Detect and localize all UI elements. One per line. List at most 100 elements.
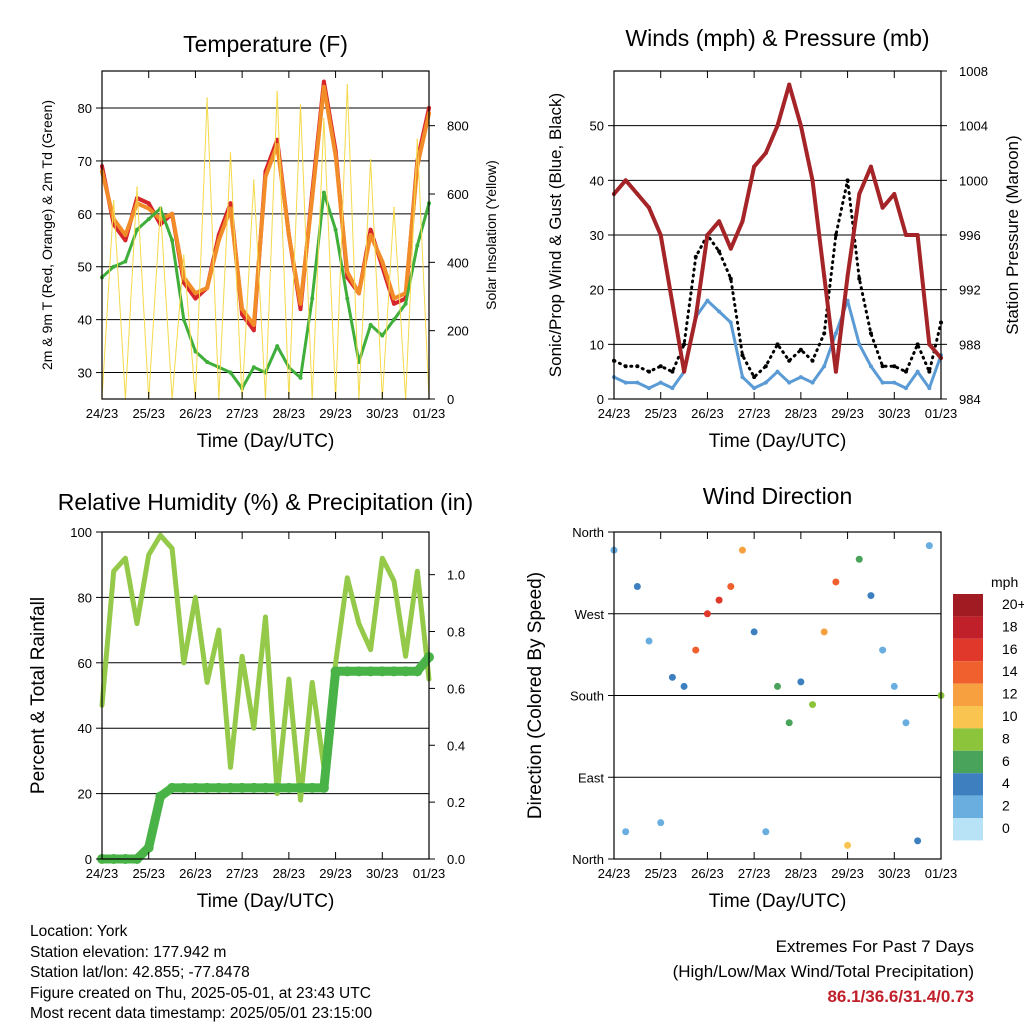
temperature-series-point [321, 84, 326, 89]
temperature-xtick-label: 01/23 [413, 406, 446, 421]
winds-xtick-label: 01/23 [925, 406, 958, 421]
direction-point [914, 837, 922, 845]
humidity-xtick-label: 28/23 [273, 866, 306, 881]
direction-point [925, 542, 933, 550]
humidity-series-point [213, 782, 224, 793]
humidity-xtick-label: 27/23 [226, 866, 259, 881]
winds-series-point [892, 380, 897, 385]
temperature-series-point [298, 307, 303, 312]
winds-series-point [682, 369, 687, 374]
temperature-series-point [298, 301, 303, 306]
winds-series-point [635, 364, 640, 369]
temperature-series-point [158, 217, 163, 222]
direction-point [809, 701, 817, 709]
humidity-series-point [202, 782, 213, 793]
humidity-series-point [330, 666, 341, 677]
humidity-y2tick-label: 0.4 [447, 738, 465, 753]
direction-point [797, 678, 805, 686]
humidity-series-point [216, 628, 221, 633]
humidity-ytick-label: 60 [78, 656, 92, 671]
direction-point [750, 628, 758, 636]
winds-series-point [822, 331, 827, 336]
legend-swatch [953, 795, 983, 818]
humidity-series-point [391, 579, 396, 584]
direction-point [680, 682, 688, 690]
winds-series-point [810, 178, 815, 183]
winds-xtick-label: 29/23 [831, 406, 864, 421]
temperature-series-point [299, 104, 302, 106]
winds-series-point [845, 274, 850, 278]
winds-series-point [740, 219, 745, 224]
direction-ytick-label: North [572, 525, 604, 540]
temperature-ytick-label: 50 [78, 260, 92, 275]
winds-y2tick-label: 1004 [959, 119, 988, 134]
humidity-series-point [283, 782, 294, 793]
temperature-y2tick-label: 600 [447, 187, 469, 202]
winds-series-point [833, 369, 838, 374]
winds-y2tick-label: 984 [959, 392, 981, 407]
temperature-series-point [321, 79, 326, 84]
direction-point [762, 828, 770, 836]
humidity-ytick-label: 100 [70, 525, 92, 540]
winds-series-point [752, 386, 757, 391]
winds-series-point [658, 364, 663, 369]
speed-legend: mph 20+ 18 16 14 12 10 8 6 4 2 0 [953, 574, 1024, 841]
winds-ytick-label: 30 [590, 228, 604, 243]
winds-xtick-label: 24/23 [598, 406, 631, 421]
winds-series-point [833, 233, 838, 237]
direction-xtick-label: 26/23 [691, 866, 724, 881]
humidity-series-point [205, 680, 210, 685]
temperature-ytick-label: 40 [78, 313, 92, 328]
winds-series-point [903, 369, 908, 374]
temperature-ytick-label: 60 [78, 207, 92, 222]
legend-label: 2 [1002, 798, 1010, 814]
humidity-series-point [225, 782, 236, 793]
extremes-values: 86.1/36.6/31.4/0.73 [827, 987, 974, 1006]
humidity-series-point [190, 782, 201, 793]
winds-y2tick-label: 992 [959, 283, 981, 298]
legend-label: 20+ [1002, 596, 1024, 612]
humidity-frame [101, 531, 430, 860]
winds-series-point [647, 369, 652, 374]
direction-xtick-label: 01/23 [925, 866, 958, 881]
temperature-series-point [403, 301, 408, 306]
temperature-series-point [323, 118, 325, 120]
humidity-xtick-label: 24/23 [86, 866, 119, 881]
temperature-series-point [368, 322, 373, 327]
direction-point [844, 841, 852, 849]
humidity-series-point [368, 647, 373, 652]
humidity-series-point [345, 575, 350, 580]
humidity-series-point [170, 546, 175, 551]
temperature-ytick-label: 80 [78, 101, 92, 116]
humidity-series-point [143, 842, 154, 853]
winds-series-point [752, 375, 757, 380]
legend-swatch [953, 661, 983, 684]
humidity-xtick-label: 30/23 [366, 866, 399, 881]
temperature-ylabel-right: Solar Insolation (Yellow) [483, 160, 499, 310]
direction-point [657, 819, 665, 827]
temperature-series-point [416, 138, 419, 141]
direction-point [645, 637, 653, 645]
extremes-subheading: (High/Low/Max Wind/Total Precipitation) [672, 962, 974, 981]
temperature-y2tick-label: 800 [447, 119, 469, 134]
legend-label: 10 [1002, 708, 1018, 724]
recent-data-text: Most recent data timestamp: 2025/05/01 2… [30, 1005, 373, 1022]
direction-point [820, 628, 828, 636]
winds-series-point [658, 233, 663, 237]
temperature-series-point [193, 291, 198, 296]
direction-title: Wind Direction [703, 483, 853, 509]
temperature-frame [101, 70, 430, 400]
extremes-box: Extremes For Past 7 Days (High/Low/Max W… [673, 934, 974, 1009]
temperature-series-point [275, 143, 280, 148]
winds-series-point [787, 380, 792, 385]
humidity-ytick-label: 40 [78, 721, 92, 736]
winds-series-point [915, 233, 920, 237]
winds-xlabel: Time (Day/UTC) [709, 431, 847, 452]
humidity-series-point [412, 666, 423, 677]
temperature-ytick-label: 70 [78, 154, 92, 169]
humidity-y2tick-label: 0.8 [447, 625, 465, 640]
humidity-series-point [380, 556, 385, 561]
temperature-series-point [380, 333, 385, 338]
winds-xtick-label: 30/23 [878, 406, 911, 421]
winds-series-point [810, 358, 815, 363]
